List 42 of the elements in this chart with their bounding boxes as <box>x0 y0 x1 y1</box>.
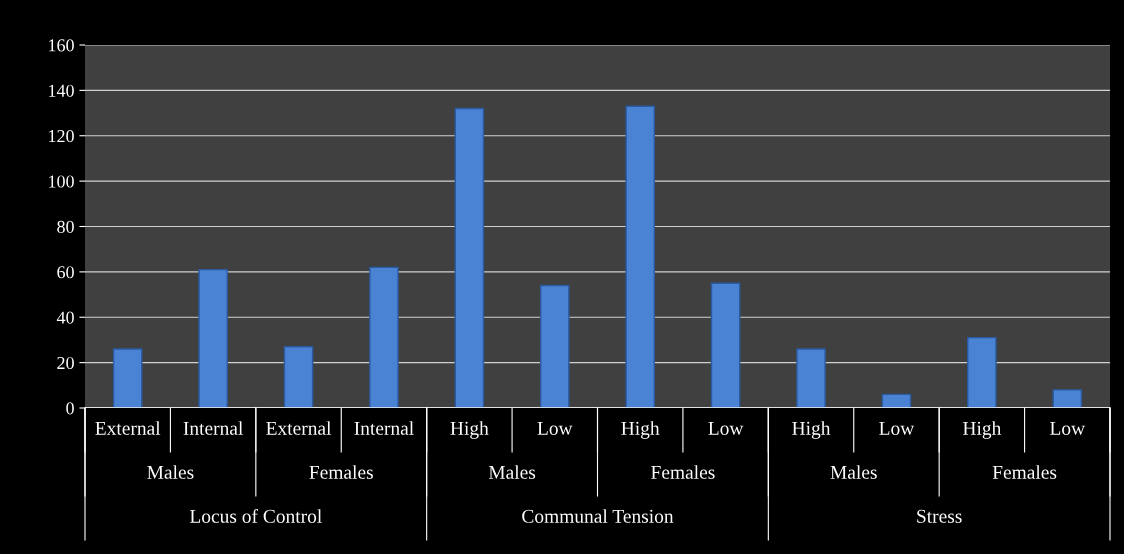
text: Males <box>147 465 194 479</box>
text: Males <box>488 465 536 479</box>
x-tick-label: High <box>621 421 660 439</box>
text: Females <box>992 465 1057 479</box>
bar <box>112 348 143 408</box>
x-tick-label: High <box>450 421 489 439</box>
x-tick-label: Internal <box>183 421 243 435</box>
bar <box>198 268 228 408</box>
x-tick-label: Low <box>708 421 744 435</box>
bar <box>967 336 997 408</box>
x-tick-label: External <box>266 421 332 435</box>
bar <box>881 393 912 408</box>
x-tick-label: High <box>792 421 831 439</box>
bar <box>283 346 314 408</box>
bar <box>540 284 570 408</box>
text: Communal Tension <box>522 509 674 523</box>
bar <box>710 282 741 408</box>
y-tick-label: 120 <box>49 130 74 143</box>
x-tick-label: External <box>95 421 161 435</box>
y-tick-label: 40 <box>56 311 74 324</box>
bar <box>625 105 655 408</box>
text: Females <box>651 465 715 479</box>
y-tick-label: 0 <box>66 402 74 415</box>
y-tick-label: 100 <box>49 175 74 188</box>
y-tick-label: 140 <box>49 84 74 97</box>
bar <box>369 266 399 408</box>
text: Females <box>309 465 373 479</box>
bar <box>796 348 826 408</box>
y-tick-label: 160 <box>49 39 74 52</box>
text: Males <box>830 465 877 479</box>
y-tick-label: 60 <box>57 266 74 279</box>
y-tick-label: 80 <box>57 220 74 233</box>
bar <box>1052 389 1083 408</box>
text: Stress <box>917 509 962 523</box>
x-tick-label: Internal <box>354 421 414 435</box>
y-tick-label: 20 <box>57 356 74 370</box>
text: Locus of Control <box>189 508 322 523</box>
bar <box>454 107 485 408</box>
x-tick-label: Low <box>879 421 915 435</box>
x-tick-label: High <box>962 421 1002 439</box>
x-tick-label: Low <box>537 421 573 435</box>
x-tick-label: Low <box>1050 421 1086 435</box>
